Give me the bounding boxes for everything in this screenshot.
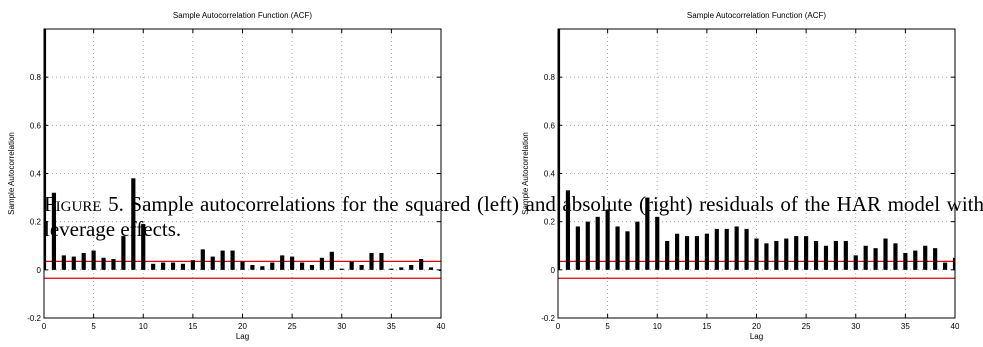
- left-acf-bar: [369, 253, 373, 270]
- left-acf-bar: [191, 260, 195, 270]
- right-x-tick-label: 35: [901, 322, 910, 331]
- left-acf-bar: [280, 255, 284, 269]
- right-acf-bar: [913, 251, 917, 270]
- right-x-tick-label: 25: [802, 322, 811, 331]
- right-x-tick-label: 40: [951, 322, 960, 331]
- right-x-tick-label: 30: [851, 322, 860, 331]
- right-acf-bar: [903, 253, 907, 270]
- left-acf-bar: [221, 251, 225, 270]
- left-acf-bar: [409, 265, 413, 270]
- left-y-tick-label: -0.2: [27, 314, 41, 323]
- right-x-tick-label: 20: [752, 322, 761, 331]
- left-acf-bar: [330, 252, 334, 270]
- left-acf-bar: [419, 259, 423, 270]
- left-x-tick-label: 15: [188, 322, 197, 331]
- left-acf-bar: [201, 249, 205, 269]
- left-x-tick-label: 35: [387, 322, 396, 331]
- left-x-tick-label: 30: [337, 322, 346, 331]
- left-acf-bar: [101, 258, 105, 270]
- left-acf-bar: [379, 253, 383, 270]
- left-acf-bar: [230, 251, 234, 270]
- left-y-tick-label: 0.4: [30, 170, 42, 179]
- right-acf-bar: [754, 239, 758, 270]
- left-acf-bar: [310, 265, 314, 270]
- left-acf-bar: [389, 269, 393, 270]
- left-acf-bar: [429, 267, 433, 269]
- right-acf-bar: [923, 246, 927, 270]
- left-acf-bar: [82, 253, 86, 270]
- left-acf-bar: [161, 263, 165, 270]
- left-x-tick-label: 40: [437, 322, 446, 331]
- right-acf-bar: [824, 246, 828, 270]
- left-y-tick-label: 0.8: [30, 73, 42, 82]
- right-acf-bar: [883, 239, 887, 270]
- left-x-tick-label: 5: [91, 322, 96, 331]
- right-acf-bar: [665, 241, 669, 270]
- right-acf-bar: [893, 243, 897, 269]
- right-acf-bar: [814, 241, 818, 270]
- left-acf-bar: [211, 257, 215, 270]
- caption-text: Sample autocorrelations for the squared …: [44, 192, 983, 241]
- right-y-tick-label: 0.6: [544, 121, 556, 130]
- left-x-axis-label: Lag: [236, 332, 249, 341]
- left-acf-bar: [300, 263, 304, 270]
- caption-label: Figure 5.: [44, 192, 124, 216]
- right-acf-bar: [834, 241, 838, 270]
- left-y-tick-label: 0.2: [30, 218, 42, 227]
- left-acf-bar: [181, 264, 185, 270]
- right-y-tick-label: 0.4: [544, 170, 556, 179]
- left-acf-bar: [250, 265, 254, 270]
- right-x-tick-label: 0: [556, 322, 561, 331]
- right-y-tick-label: 0: [551, 266, 556, 275]
- right-y-tick-label: -0.2: [541, 314, 555, 323]
- left-y-tick-label: 0.6: [30, 121, 42, 130]
- left-y-axis-label: Sample Autocorrelation: [7, 132, 16, 215]
- left-acf-bar: [62, 255, 66, 269]
- left-x-tick-label: 0: [42, 322, 47, 331]
- left-x-tick-label: 20: [238, 322, 247, 331]
- right-acf-bar: [874, 248, 878, 270]
- left-acf-bar: [260, 266, 264, 270]
- right-chart-title: Sample Autocorrelation Function (ACF): [687, 11, 827, 20]
- right-x-tick-label: 5: [605, 322, 610, 331]
- right-y-tick-label: 0.8: [544, 73, 556, 82]
- left-acf-bar: [270, 263, 274, 270]
- left-acf-bar: [111, 259, 115, 270]
- left-acf-bar: [320, 258, 324, 270]
- right-acf-bar: [774, 241, 778, 270]
- right-acf-bar: [844, 241, 848, 270]
- right-acf-bar: [864, 246, 868, 270]
- left-x-tick-label: 10: [139, 322, 148, 331]
- right-acf-bar: [764, 243, 768, 269]
- left-acf-bar: [72, 257, 76, 270]
- left-acf-bar: [290, 257, 294, 270]
- right-x-axis-label: Lag: [750, 332, 763, 341]
- left-acf-bar: [92, 251, 96, 270]
- left-chart-title: Sample Autocorrelation Function (ACF): [173, 11, 313, 20]
- right-x-tick-label: 15: [702, 322, 711, 331]
- left-acf-bar: [360, 265, 364, 270]
- left-acf-bar: [399, 267, 403, 269]
- right-acf-bar: [933, 248, 937, 270]
- left-acf-bar: [340, 269, 344, 270]
- right-acf-bar: [854, 255, 858, 269]
- left-acf-bar: [240, 261, 244, 269]
- right-x-tick-label: 10: [653, 322, 662, 331]
- figure-caption: Figure 5. Sample autocorrelations for th…: [44, 192, 983, 242]
- right-acf-bar: [784, 239, 788, 270]
- left-acf-bar: [350, 261, 354, 269]
- left-y-tick-label: 0: [37, 266, 42, 275]
- left-x-tick-label: 25: [288, 322, 297, 331]
- left-acf-bar: [151, 264, 155, 270]
- left-acf-bar: [171, 263, 175, 270]
- right-acf-bar: [943, 263, 947, 270]
